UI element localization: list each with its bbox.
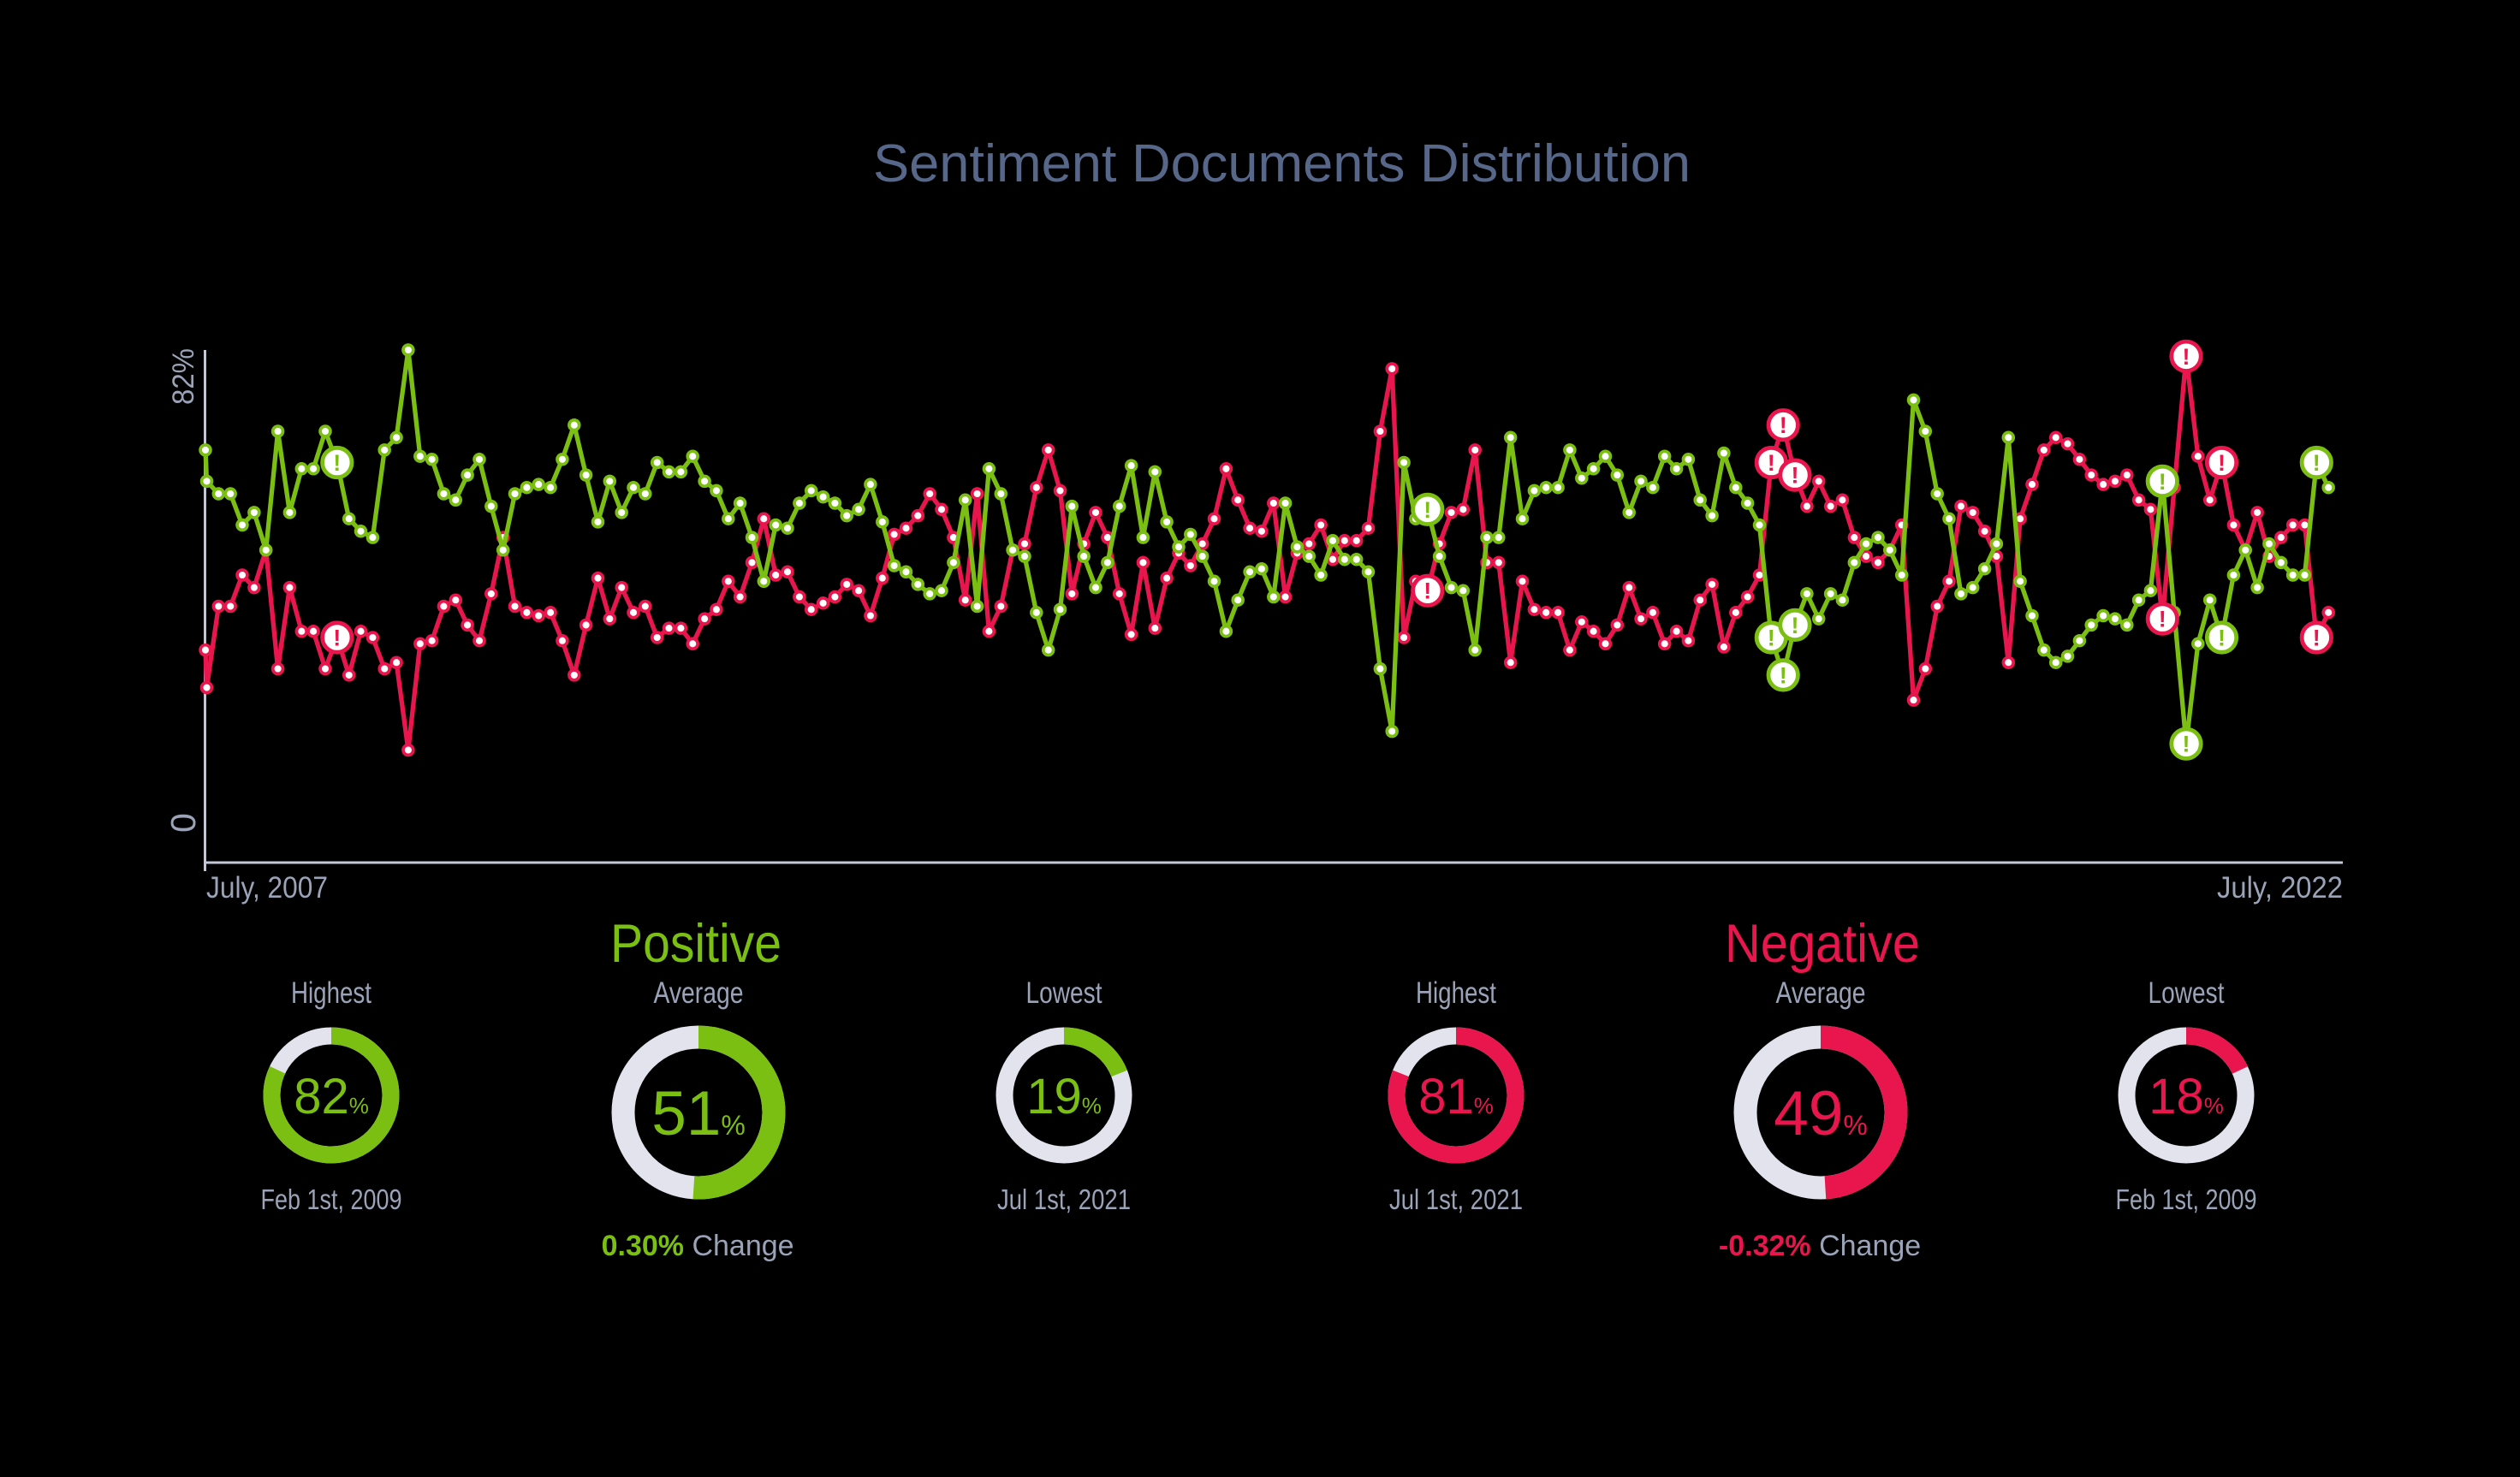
svg-text:81%: 81% [1418, 1069, 1494, 1124]
svg-text:51%: 51% [651, 1079, 746, 1148]
svg-text:Feb 1st, 2009: Feb 1st, 2009 [261, 1183, 402, 1215]
svg-text:!: ! [333, 626, 341, 651]
svg-text:Average: Average [1776, 976, 1866, 1010]
svg-text:Jul 1st, 2021: Jul 1st, 2021 [1389, 1183, 1523, 1215]
svg-text:!: ! [2159, 607, 2166, 632]
svg-text:Sentiment Documents Distributi: Sentiment Documents Distribution [873, 134, 1691, 193]
svg-text:Positive: Positive [610, 914, 782, 974]
svg-text:Highest: Highest [1416, 976, 1496, 1010]
svg-text:!: ! [1792, 463, 1799, 489]
svg-text:0: 0 [163, 813, 203, 833]
svg-text:Negative: Negative [1725, 914, 1920, 974]
svg-text:July, 2007: July, 2007 [206, 871, 328, 905]
svg-text:Lowest: Lowest [1026, 976, 1102, 1010]
svg-text:Jul 1st, 2021: Jul 1st, 2021 [997, 1183, 1131, 1215]
svg-text:49%: 49% [1774, 1079, 1868, 1148]
svg-text:Lowest: Lowest [2149, 976, 2225, 1010]
svg-text:!: ! [2218, 450, 2226, 476]
svg-text:!: ! [2218, 626, 2226, 651]
svg-text:82%: 82% [294, 1069, 369, 1124]
svg-text:0.30% Change: 0.30% Change [602, 1230, 794, 1262]
svg-text:!: ! [333, 450, 341, 476]
svg-text:Average: Average [654, 976, 744, 1010]
svg-text:!: ! [1423, 578, 1431, 604]
svg-text:!: ! [1780, 662, 1787, 688]
svg-text:!: ! [2183, 732, 2190, 757]
svg-text:-0.32% Change: -0.32% Change [1719, 1230, 1921, 1262]
svg-text:19%: 19% [1026, 1069, 1102, 1124]
svg-text:Feb 1st, 2009: Feb 1st, 2009 [2116, 1183, 2257, 1215]
svg-text:!: ! [2313, 450, 2321, 476]
svg-text:!: ! [2159, 469, 2166, 495]
svg-text:July, 2022: July, 2022 [2217, 871, 2343, 905]
svg-text:82%: 82% [167, 348, 200, 405]
svg-text:!: ! [1768, 450, 1775, 476]
svg-text:18%: 18% [2149, 1069, 2224, 1124]
svg-text:!: ! [1423, 497, 1431, 523]
svg-text:!: ! [2313, 626, 2321, 651]
svg-text:!: ! [2183, 344, 2190, 370]
svg-text:!: ! [1780, 412, 1787, 438]
svg-text:!: ! [1792, 613, 1799, 638]
svg-text:Highest: Highest [291, 976, 371, 1010]
svg-text:!: ! [1768, 626, 1775, 651]
